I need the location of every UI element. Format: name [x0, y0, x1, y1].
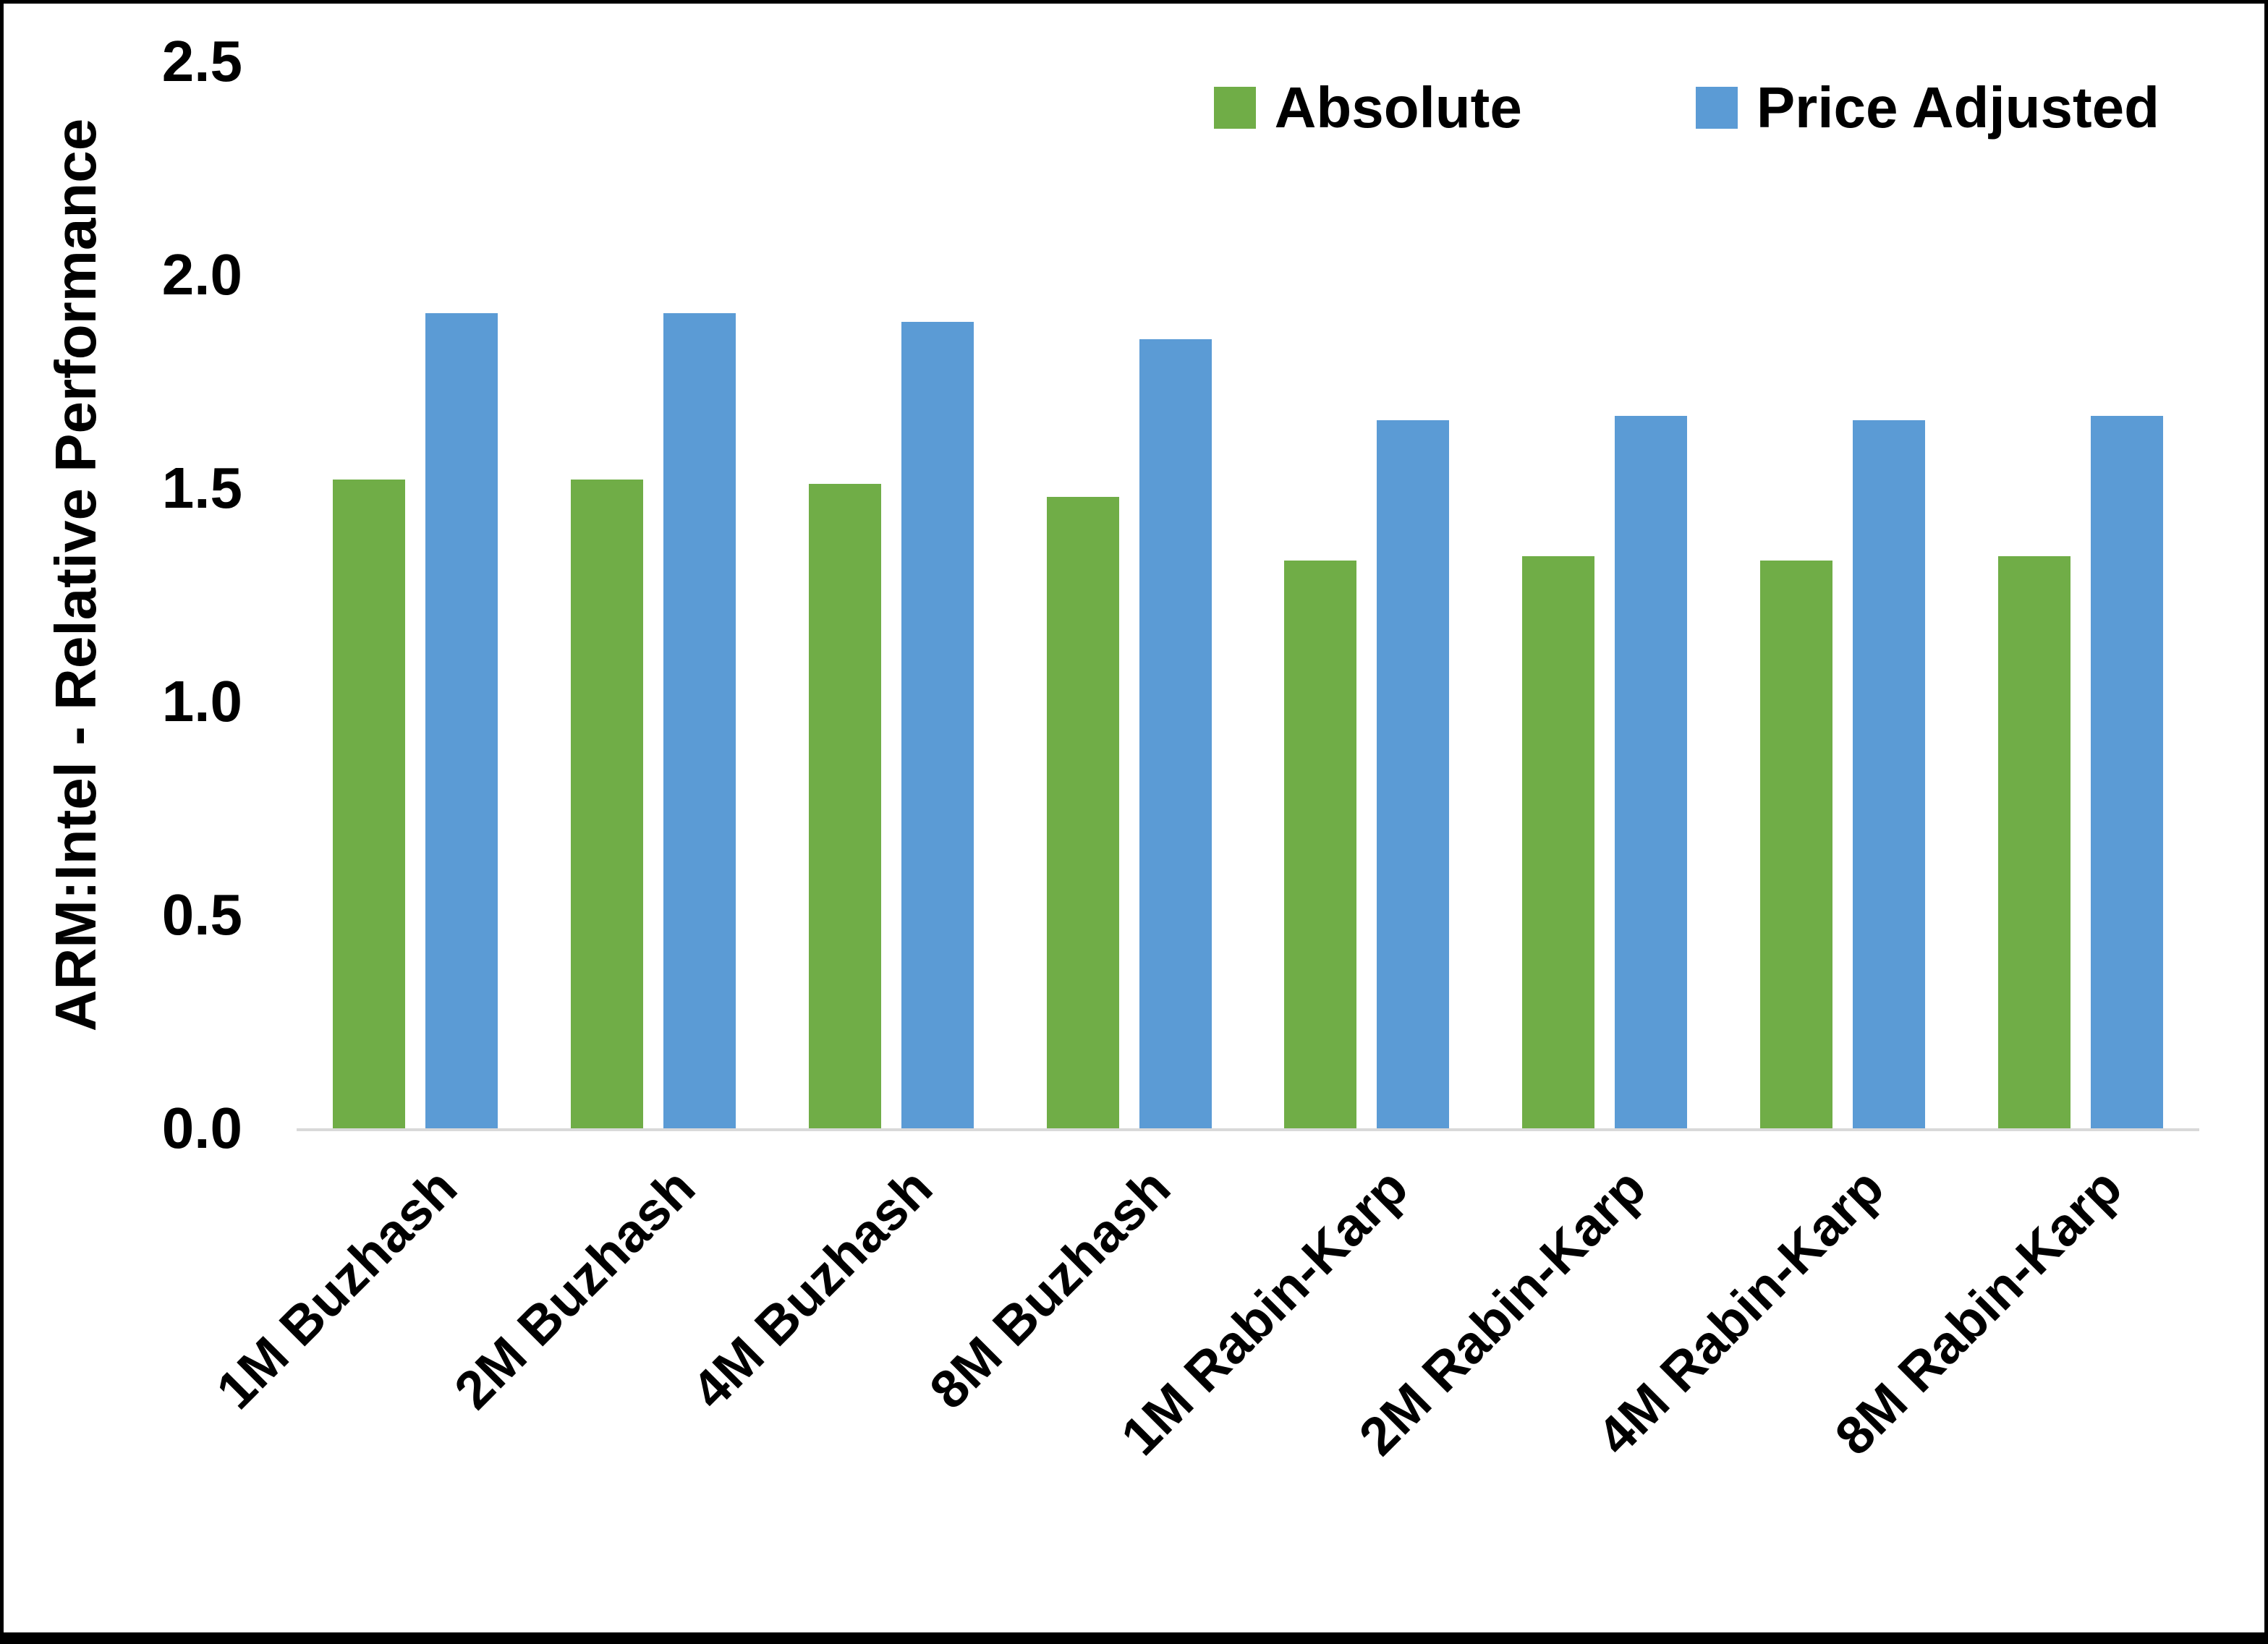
- bar-absolute-1m-rabin-karp: [1284, 561, 1357, 1128]
- bar-price-adjusted-4m-buzhash: [901, 321, 974, 1128]
- legend-item-price-adjusted: Price Adjusted: [1695, 74, 2159, 141]
- x-cell-8m-rabin-karp: 8M Rabin-Karp: [1823, 1146, 2199, 1566]
- legend-label-absolute: Absolute: [1274, 75, 1522, 140]
- legend-label-price-adjusted: Price Adjusted: [1756, 75, 2159, 140]
- bar-price-adjusted-8m-rabin-karp: [2090, 415, 2163, 1128]
- bar-price-adjusted-4m-rabin-karp: [1852, 419, 1925, 1128]
- bar-absolute-2m-rabin-karp: [1522, 556, 1595, 1128]
- bar-group-2m-buzhash: [535, 61, 773, 1128]
- bar-group-4m-rabin-karp: [1724, 61, 1962, 1128]
- y-tick-label-2-5: 2.5: [161, 29, 242, 93]
- legend: Absolute Price Adjusted: [1213, 74, 2159, 141]
- bar-group-1m-buzhash: [297, 61, 535, 1128]
- legend-item-absolute: Absolute: [1213, 74, 1522, 141]
- x-axis-labels: 1M Buzhash 2M Buzhash 4M Buzhash 8M Buzhash…: [205, 1146, 2199, 1566]
- bar-group-4m-buzhash: [773, 61, 1011, 1128]
- y-tick-label-2-0: 2.0: [161, 242, 242, 307]
- legend-swatch-absolute: [1213, 87, 1256, 129]
- bar-absolute-8m-rabin-karp: [1997, 556, 2070, 1128]
- y-tick-label-0-5: 0.5: [161, 882, 242, 947]
- bar-price-adjusted-1m-buzhash: [425, 313, 498, 1128]
- bar-absolute-1m-buzhash: [333, 480, 406, 1128]
- y-tick-label-1-0: 1.0: [161, 669, 242, 733]
- bar-absolute-4m-buzhash: [808, 484, 881, 1128]
- legend-swatch-price-adjusted: [1695, 87, 1738, 129]
- bar-price-adjusted-8m-buzhash: [1139, 338, 1212, 1128]
- bar-groups: [297, 61, 2199, 1128]
- y-axis-title: ARM:Intel - Relative Performance: [43, 118, 108, 1032]
- bar-group-2m-rabin-karp: [1486, 61, 1724, 1128]
- bar-price-adjusted-2m-rabin-karp: [1615, 415, 1688, 1128]
- bar-group-1m-rabin-karp: [1248, 61, 1486, 1128]
- y-tick-label-1-5: 1.5: [161, 456, 242, 520]
- bar-absolute-8m-buzhash: [1046, 496, 1119, 1128]
- bar-absolute-4m-rabin-karp: [1759, 561, 1832, 1128]
- plot-area: 0.0 0.5 1.0 1.5 2.0 2.5 Absolute Price Adjuste…: [162, 33, 2199, 1157]
- x-axis-label-1m-buzhash: 1M Buzhash: [204, 1157, 468, 1421]
- bar-price-adjusted-2m-buzhash: [663, 313, 736, 1128]
- bar-absolute-2m-buzhash: [571, 480, 644, 1128]
- bar-price-adjusted-1m-rabin-karp: [1377, 419, 1450, 1128]
- bar-group-8m-rabin-karp: [1961, 61, 2199, 1128]
- bar-group-8m-buzhash: [1010, 61, 1248, 1128]
- y-tick-label-0-0: 0.0: [161, 1096, 242, 1160]
